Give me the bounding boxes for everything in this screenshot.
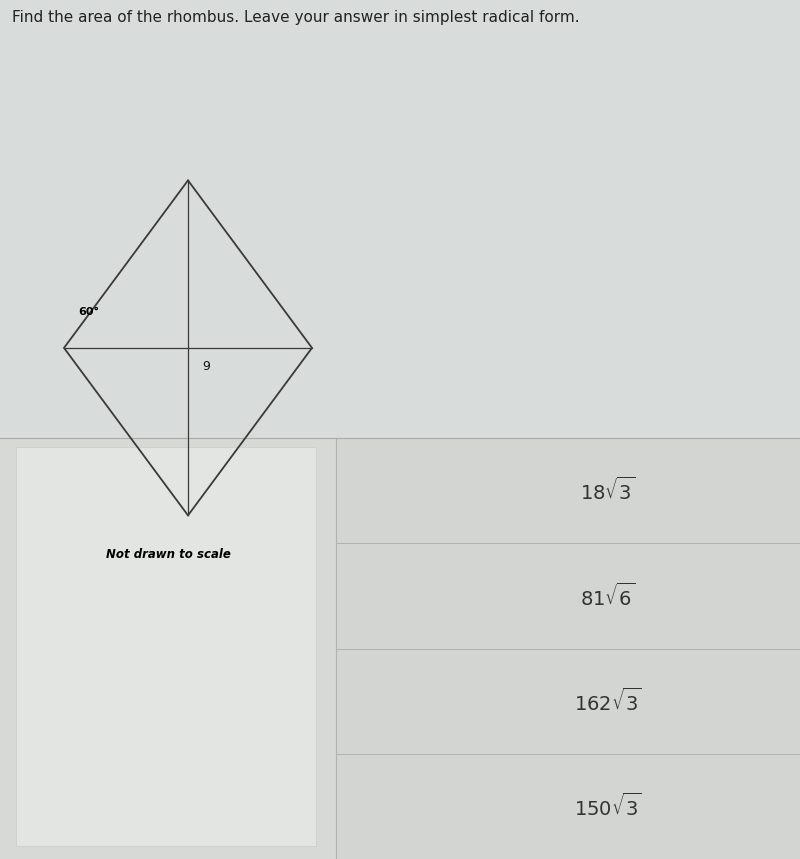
Bar <box>336 544 800 649</box>
Text: Not drawn to scale: Not drawn to scale <box>106 548 230 561</box>
Text: $150\sqrt{3}$: $150\sqrt{3}$ <box>574 793 642 820</box>
Text: 9: 9 <box>202 360 210 374</box>
Bar <box>0 438 336 859</box>
Bar <box>336 438 800 544</box>
Bar <box>336 754 800 859</box>
Bar <box>16 447 316 846</box>
Text: 60°: 60° <box>78 307 99 317</box>
Text: Find the area of the rhombus. Leave your answer in simplest radical form.: Find the area of the rhombus. Leave your… <box>12 10 580 25</box>
Bar <box>336 649 800 754</box>
Text: $18\sqrt{3}$: $18\sqrt{3}$ <box>580 477 636 504</box>
Bar <box>0 0 800 438</box>
Text: $162\sqrt{3}$: $162\sqrt{3}$ <box>574 687 642 715</box>
Text: $81\sqrt{6}$: $81\sqrt{6}$ <box>580 582 636 610</box>
